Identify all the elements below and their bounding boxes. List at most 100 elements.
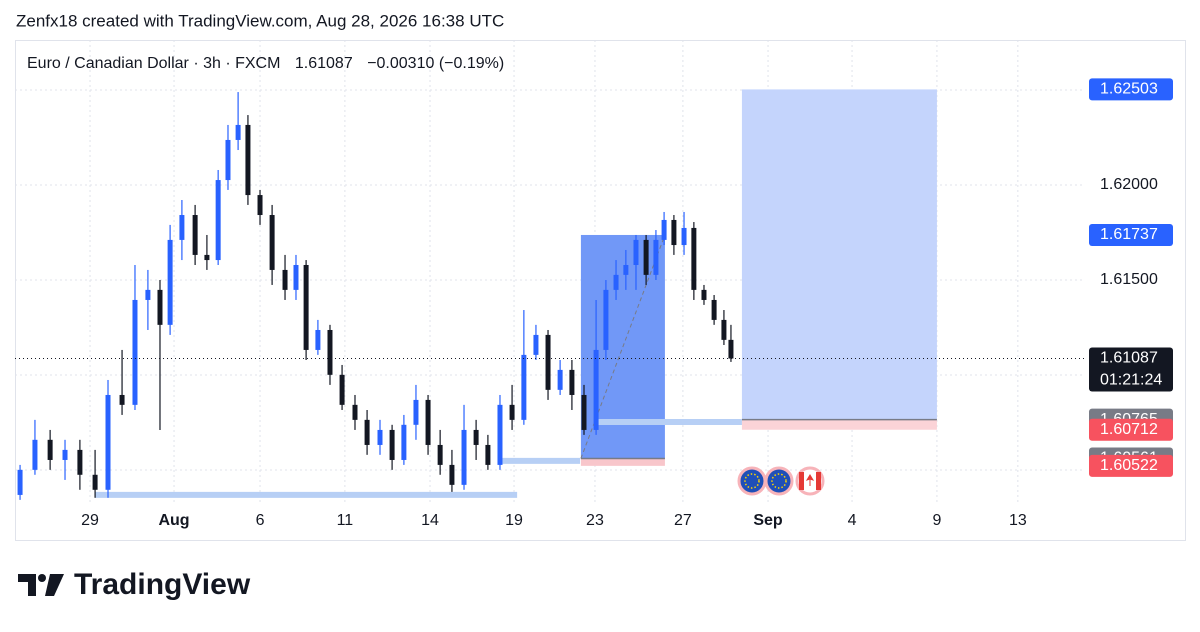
candle-body [623, 264, 629, 275]
candle-body [215, 180, 221, 261]
candle-body [32, 439, 38, 470]
x-tick-label: 11 [337, 512, 354, 529]
candle-body [509, 404, 515, 420]
logo-mark [18, 574, 36, 596]
legend: Euro / Canadian Dollar · 3h · FXCM 1.610… [27, 55, 504, 72]
legend-price: 1.61087 [295, 55, 353, 72]
candle-body [401, 424, 407, 460]
candle-body [235, 124, 241, 140]
candle-body [132, 299, 138, 405]
candle-body [653, 239, 659, 275]
candle-body [413, 399, 419, 425]
candle-body [545, 334, 551, 390]
event-icons [737, 466, 825, 496]
candle-body [728, 339, 734, 359]
candle-body [145, 289, 151, 300]
eu-stars [771, 473, 787, 489]
price-tag-label: 1.62503 [1100, 81, 1158, 98]
ca-leaf [805, 474, 815, 486]
candle-body [661, 219, 667, 240]
candle-body [47, 439, 53, 460]
trade-path [580, 234, 666, 459]
logo-dot [38, 574, 46, 582]
candle-body [192, 215, 198, 255]
candle-body [257, 195, 263, 216]
candle-body [225, 139, 231, 181]
candle-body [533, 334, 539, 355]
y-tick-label: 1.61500 [1100, 271, 1158, 288]
candle-body [17, 469, 23, 495]
ca-band [799, 472, 804, 490]
x-tick-label: 27 [674, 512, 692, 529]
candle-body [339, 374, 345, 405]
candle-body [315, 329, 321, 350]
x-tick-label: 14 [421, 512, 439, 529]
price-tag-label: 1.60522 [1100, 457, 1158, 474]
price-tag [1089, 418, 1173, 441]
profit-zone [741, 89, 937, 420]
x-tick-label: 6 [256, 512, 265, 529]
candle-body [167, 239, 173, 325]
candle-body [461, 429, 467, 485]
candle-body [721, 319, 727, 340]
price-tag-label: 1.61737 [1100, 226, 1158, 243]
stop-zone [580, 458, 665, 466]
candle-body [425, 399, 431, 445]
candle-body [643, 239, 649, 275]
candle-body [364, 419, 370, 445]
candle-body [603, 289, 609, 350]
price-tag [1089, 347, 1173, 392]
candle-body [473, 429, 479, 445]
brand-logo: TradingView [18, 568, 251, 601]
candle-body [157, 289, 163, 325]
eu-event [764, 466, 794, 496]
eu-event [737, 466, 767, 496]
logo-mark [45, 574, 64, 596]
eu-stars [744, 473, 760, 489]
candle-body [92, 474, 98, 490]
price-tag-label: 1.61087 [1100, 350, 1158, 367]
x-tick-label: 29 [81, 512, 99, 529]
candle-body [327, 329, 333, 375]
price-tag [1089, 454, 1173, 477]
x-tick-label: 9 [932, 512, 941, 529]
price-tag [1089, 223, 1173, 246]
candle-body [269, 215, 275, 270]
candle-body [179, 215, 185, 240]
stop-zone [741, 419, 937, 430]
candle-body [633, 239, 639, 265]
x-tick-label: Sep [753, 512, 783, 529]
candle-body [593, 349, 599, 430]
candle-body [282, 269, 288, 290]
price-tag-label: 1.60712 [1100, 421, 1158, 438]
candle-body [352, 404, 358, 420]
candle-body [303, 264, 309, 350]
candle-body [105, 394, 111, 490]
ca-band [816, 472, 821, 490]
x-tick-label: 19 [505, 512, 523, 529]
header: Zenfx18 created with TradingView.com, Au… [16, 11, 504, 30]
candle-body [557, 369, 563, 390]
candle-body [671, 219, 677, 246]
x-tick-label: 13 [1009, 512, 1027, 529]
candle-body [613, 274, 619, 290]
chart-frame [15, 40, 1186, 541]
candle-body [449, 464, 455, 485]
candle-body [485, 444, 491, 465]
candle-body [119, 394, 125, 405]
x-tick-label: 4 [848, 512, 857, 529]
candle-body [62, 449, 68, 460]
legend-change: −0.00310 (−0.19%) [367, 55, 504, 72]
candle-body [204, 254, 210, 261]
y-tick-label: 1.62000 [1100, 176, 1158, 193]
candle-body [569, 369, 575, 395]
candle-body [293, 264, 299, 290]
candle-body [711, 299, 717, 320]
candle-body [701, 289, 707, 300]
candle-body [245, 124, 251, 196]
price-tag [1089, 78, 1173, 101]
countdown: 01:21:24 [1100, 372, 1162, 389]
symbol: Euro / Canadian Dollar · 3h · FXCM [27, 55, 280, 72]
